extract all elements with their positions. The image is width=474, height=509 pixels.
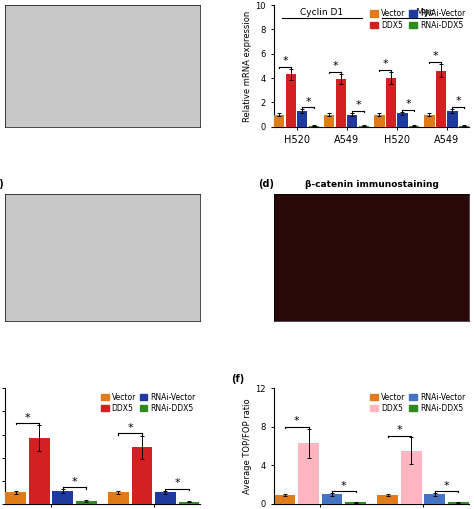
Bar: [377, 495, 398, 504]
Bar: [324, 115, 335, 127]
Text: (f): (f): [231, 374, 245, 384]
Text: *: *: [332, 61, 338, 71]
Bar: [386, 78, 396, 127]
Bar: [274, 115, 284, 127]
Text: *: *: [356, 100, 361, 110]
Bar: [347, 115, 357, 127]
Text: c-Myc: c-Myc: [409, 8, 435, 17]
Bar: [448, 502, 469, 504]
Bar: [359, 126, 369, 127]
Text: (c): (c): [0, 179, 4, 188]
Y-axis label: Relative mRNA expression: Relative mRNA expression: [244, 10, 253, 122]
Text: (d): (d): [258, 179, 274, 188]
Text: *: *: [25, 412, 30, 422]
Legend: Vector, DDX5, RNAi-Vector, RNAi-DDX5: Vector, DDX5, RNAi-Vector, RNAi-DDX5: [367, 389, 468, 416]
Bar: [374, 115, 384, 127]
Legend: Vector, DDX5, RNAi-Vector, RNAi-DDX5: Vector, DDX5, RNAi-Vector, RNAi-DDX5: [98, 389, 199, 416]
Text: *: *: [405, 99, 411, 109]
Text: *: *: [72, 477, 77, 487]
Bar: [424, 494, 445, 504]
Bar: [459, 126, 469, 127]
Bar: [397, 114, 408, 127]
Text: β-catenin immunostaining: β-catenin immunostaining: [305, 180, 438, 188]
Bar: [131, 447, 152, 504]
Bar: [336, 79, 346, 127]
Y-axis label: Average TOP/FOP ratio: Average TOP/FOP ratio: [244, 399, 253, 494]
Bar: [447, 111, 457, 127]
Bar: [309, 126, 319, 127]
Legend: Vector, DDX5, RNAi-Vector, RNAi-DDX5: Vector, DDX5, RNAi-Vector, RNAi-DDX5: [367, 6, 468, 33]
Text: *: *: [341, 480, 346, 491]
Text: *: *: [174, 478, 180, 489]
Bar: [53, 491, 73, 504]
Text: *: *: [397, 425, 402, 435]
Text: *: *: [456, 96, 461, 106]
Bar: [108, 492, 128, 504]
Text: *: *: [432, 51, 438, 61]
Bar: [5, 492, 26, 504]
Bar: [424, 115, 435, 127]
Bar: [346, 502, 366, 504]
Text: *: *: [444, 480, 449, 491]
Text: *: *: [283, 56, 288, 66]
Bar: [436, 71, 446, 127]
Bar: [76, 501, 97, 504]
Text: Cyclin D1: Cyclin D1: [300, 8, 343, 17]
Bar: [298, 443, 319, 504]
Bar: [297, 111, 308, 127]
Bar: [29, 438, 50, 504]
Bar: [274, 495, 295, 504]
Text: *: *: [383, 59, 388, 69]
Bar: [401, 451, 421, 504]
Text: *: *: [128, 423, 133, 433]
Bar: [409, 126, 419, 127]
Text: *: *: [294, 416, 300, 427]
Bar: [179, 501, 200, 504]
Bar: [322, 494, 343, 504]
Bar: [286, 74, 296, 127]
Bar: [155, 492, 176, 504]
Text: *: *: [305, 97, 311, 106]
